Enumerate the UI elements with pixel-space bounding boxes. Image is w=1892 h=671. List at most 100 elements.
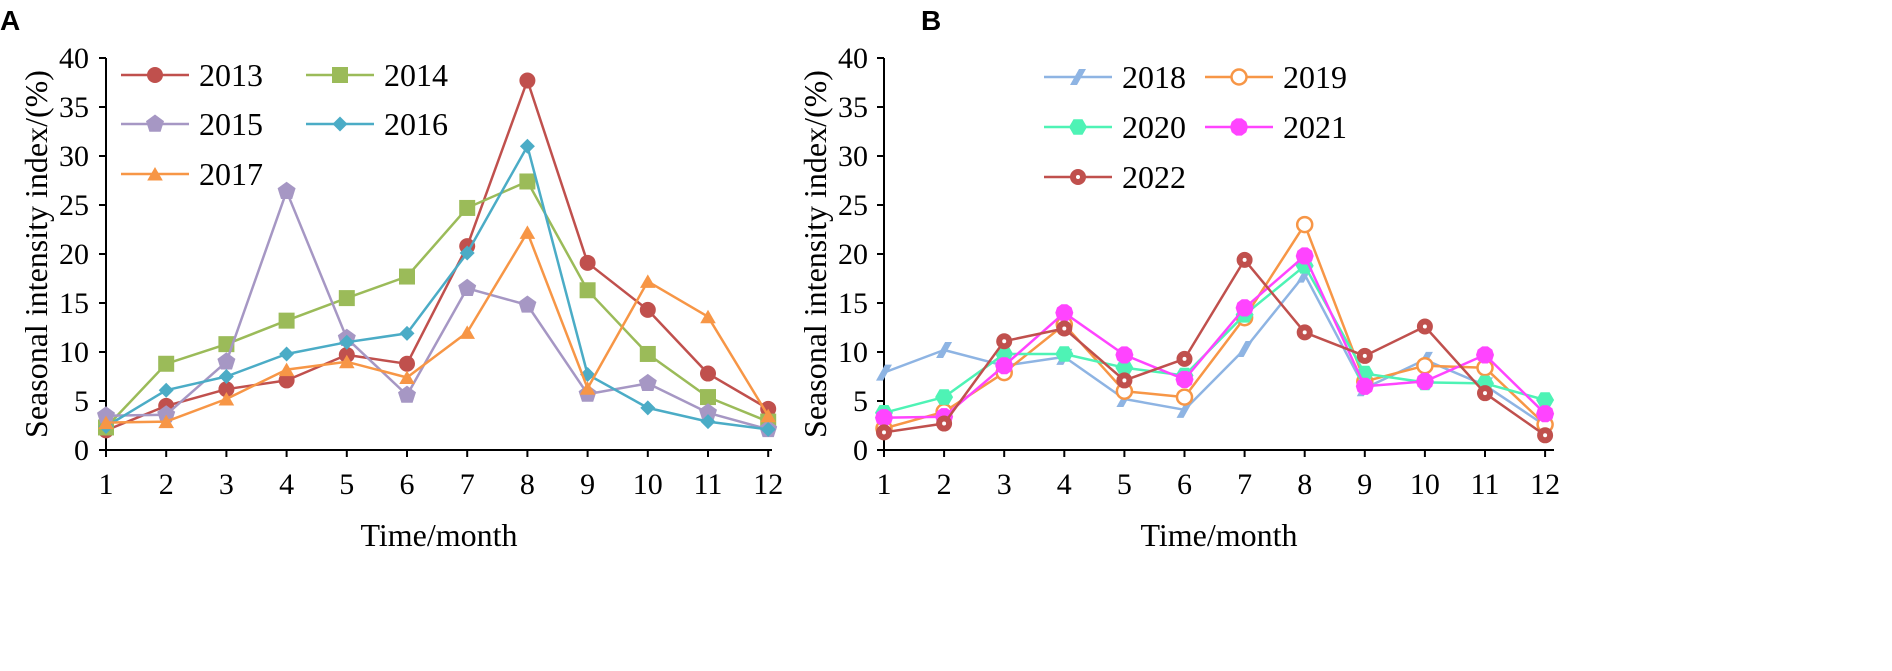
panel-b-point-2020-m4 xyxy=(1055,346,1074,362)
panel-a-point-2015-m10 xyxy=(638,373,657,391)
panel-a-x-tick-label: 8 xyxy=(520,468,535,501)
panel-a-legend-marker-2017 xyxy=(147,167,163,181)
panel-b-y-tick-label: 5 xyxy=(853,385,868,418)
panel-b-y-tick-label: 35 xyxy=(838,91,868,124)
panel-a-point-2017-m2 xyxy=(158,414,174,429)
panel-b-point-2020-m2 xyxy=(935,389,954,405)
panel-a-legend-label-2016: 2016 xyxy=(384,106,448,142)
panel-b-point-2018-m7 xyxy=(1236,341,1253,358)
panel-a-legend-label-2014: 2014 xyxy=(384,57,448,93)
panel-a-series-2017 xyxy=(98,225,776,430)
panel-a-point-2017-m7 xyxy=(459,325,475,339)
panel-b-point-2021-m4-core xyxy=(1056,304,1073,321)
panel-b-point-2018-m1 xyxy=(876,364,892,381)
panel-b-x-tick-label: 8 xyxy=(1297,468,1312,501)
panel-a-point-2015-m4 xyxy=(277,181,296,199)
panel-b-legend-marker-2018 xyxy=(1070,69,1086,85)
panel-a-point-2013-m6 xyxy=(399,355,415,372)
panel-b-point-2022-m3-dot xyxy=(1002,339,1007,344)
panel-a-y-tick-label: 0 xyxy=(74,434,89,467)
panel-b-point-2021-m10-core xyxy=(1416,373,1433,390)
panel-b-series-2018 xyxy=(876,266,1554,434)
panel-b-point-2022-m2-dot xyxy=(942,421,947,426)
panel-a-point-2017-m10 xyxy=(640,274,656,288)
panel-a-point-2013-m10 xyxy=(639,301,656,318)
panel-a-y-tick-label: 35 xyxy=(59,91,89,124)
panel-b-x-tick-label: 11 xyxy=(1471,468,1500,501)
panel-b-x-tick-label: 9 xyxy=(1357,468,1372,501)
panel-a-point-2017-m4 xyxy=(278,362,295,377)
panel-b-series-line-2020 xyxy=(883,264,1546,415)
panel-a-point-2013-m9 xyxy=(579,254,596,271)
panel-a-letter: A xyxy=(0,5,20,36)
panel-b-point-2022-m1-dot xyxy=(882,430,886,435)
panel-a-series-line-2013 xyxy=(105,79,769,432)
panel-a-y-tick-label: 30 xyxy=(59,140,89,173)
panel-b-legend-item-2020: 2020 xyxy=(1044,109,1186,145)
panel-a-point-2015-m2 xyxy=(157,405,176,423)
panel-b-point-2019-m6 xyxy=(1175,388,1194,406)
panel-b-point-2021-m12-core xyxy=(1537,405,1554,422)
panel-b-point-2019-m8 xyxy=(1295,215,1314,234)
panel-b-point-2019-m10 xyxy=(1416,356,1434,375)
panel-a-point-2014-m4 xyxy=(278,312,295,329)
panel-a-point-2014-m11 xyxy=(700,389,716,406)
panel-b-legend-item-2018: 2018 xyxy=(1044,59,1186,95)
panel-b-legend-label-2021: 2021 xyxy=(1283,109,1347,145)
panel-a-point-2013-m8 xyxy=(519,72,536,89)
panel-b-point-2022-m4-dot xyxy=(1062,326,1067,331)
panel-a-legend-item-2013: 2013 xyxy=(121,57,263,93)
panel-b-point-2021-m9-core xyxy=(1356,378,1373,395)
panel-a-legend-item-2017: 2017 xyxy=(121,156,263,192)
panel-a-point-2013-m4 xyxy=(278,372,295,389)
panel-b-y-tick-label: 40 xyxy=(838,42,868,75)
panel-b-x-tick-label: 2 xyxy=(937,468,952,501)
panel-b-series-2022 xyxy=(876,251,1554,444)
panel-a-point-2016-m10 xyxy=(640,400,656,416)
panel-a-x-tick-label: 6 xyxy=(400,468,415,501)
panel-b-point-2021-m7-core xyxy=(1236,299,1253,316)
panel-a-point-2015-m3 xyxy=(217,352,236,370)
panel-b-y-tick-label: 15 xyxy=(838,287,868,320)
panel-a-series-line-2017 xyxy=(105,231,770,424)
panel-b-x-tick-label: 12 xyxy=(1530,468,1560,501)
panel-b-legend-label-2018: 2018 xyxy=(1122,59,1186,95)
panel-a-x-tick-label: 12 xyxy=(753,468,783,501)
panel-b-legend-label-2019: 2019 xyxy=(1283,59,1347,95)
panel-a-x-tick-label: 1 xyxy=(99,468,114,501)
panel-a-point-2016-m8 xyxy=(519,138,535,154)
panel-a-point-2015-m8 xyxy=(518,295,537,313)
panel-b-y-tick-label: 10 xyxy=(838,336,868,369)
panel-a-point-2015-m6 xyxy=(398,385,416,403)
panel-a-legend-label-2013: 2013 xyxy=(199,57,263,93)
panel-b-point-2021-m11-core xyxy=(1477,346,1493,363)
panel-b-legend-label-2022: 2022 xyxy=(1122,159,1186,195)
panel-b-series-line-2019 xyxy=(883,223,1546,430)
panel-a-x-tick-label: 2 xyxy=(159,468,174,501)
panel-b-x-tick-label: 7 xyxy=(1237,468,1252,501)
panel-b-legend-item-2021: 2021 xyxy=(1205,109,1347,145)
panel-a-series-line-2014 xyxy=(105,180,769,429)
panel-a-point-2017-m6 xyxy=(399,370,415,384)
panel-a-point-2017-m9 xyxy=(579,381,596,395)
panel-a-point-2016-m12 xyxy=(760,421,776,437)
panel-a-point-2016-m7 xyxy=(459,245,475,261)
panel-a-series-line-2015 xyxy=(105,190,769,431)
panel-a-point-2014-m6 xyxy=(399,268,415,285)
panel-a-point-2016-m6 xyxy=(399,325,415,341)
panel-a-x-tick-label: 11 xyxy=(694,468,723,501)
panel-b-series-2021 xyxy=(875,247,1555,427)
panel-b-point-2022-m7-dot xyxy=(1242,257,1247,262)
panel-b-y-tick-label: 30 xyxy=(838,140,868,173)
panel-b-series-line-2022 xyxy=(883,258,1546,437)
panel-a-series-2016 xyxy=(98,138,776,437)
panel-a-x-tick-label: 4 xyxy=(279,468,294,501)
panel-b-letter: B xyxy=(921,5,941,36)
panel-a-x-tick-label: 10 xyxy=(633,468,663,501)
panel-b-point-2022-m11-dot xyxy=(1483,391,1487,396)
panel-a-point-2015-m11 xyxy=(699,403,717,421)
panel-b-y-tick-label: 0 xyxy=(853,434,868,467)
panel-a-point-2013-m11 xyxy=(700,365,716,382)
panel-a-point-2017-m5 xyxy=(339,354,355,369)
